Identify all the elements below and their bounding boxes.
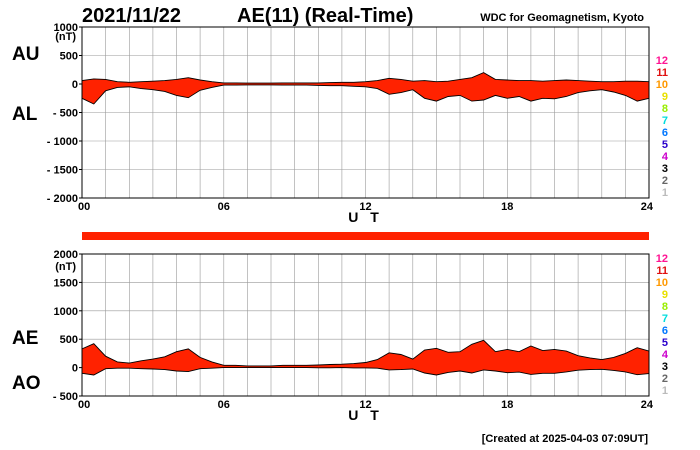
chart-source: WDC for Geomagnetism, Kyoto: [480, 12, 644, 24]
station-key-number: 3: [662, 163, 668, 175]
station-key-number: 6: [662, 127, 668, 139]
station-key-number: 4: [662, 151, 669, 163]
ae-ao-frame: [81, 253, 650, 397]
x-tick-label: 24: [641, 399, 654, 411]
y-tick-label: - 500: [53, 108, 78, 120]
x-tick-label: 12: [359, 399, 371, 411]
station-key-number: 11: [656, 265, 668, 277]
au-al-y-ticks: 1000 500 0 - 500 - 1000 - 1500 - 2000: [47, 22, 82, 205]
station-key-number: 9: [662, 289, 668, 301]
x-tick-label: 06: [218, 201, 230, 213]
au-al-unit: (nT): [55, 31, 76, 43]
al-line: [81, 84, 650, 105]
au-line: [81, 72, 650, 84]
station-key-number: 5: [662, 139, 668, 151]
chart-date: 2021/11/22: [82, 5, 181, 27]
ae-ao-x-label: U T: [348, 407, 383, 423]
au-al-x-label: U T: [348, 209, 383, 225]
x-tick-label: 12: [359, 201, 371, 213]
x-tick-label: 00: [78, 399, 90, 411]
x-tick-label: 18: [501, 201, 513, 213]
y-tick-label: - 2000: [47, 193, 78, 205]
station-key-number: 3: [662, 361, 668, 373]
au-al-x-ticks: 00 06 12 18 24: [78, 201, 654, 213]
y-tick-label: 500: [60, 334, 78, 346]
station-key-number: 10: [656, 79, 668, 91]
station-key-number: 1: [662, 187, 668, 199]
x-tick-label: 24: [641, 201, 654, 213]
ae-ao-x-ticks: 00 06 12 18 24: [78, 399, 654, 411]
x-tick-label: 00: [78, 201, 90, 213]
station-key-number: 7: [662, 115, 668, 127]
chart-title: AE(11) (Real-Time): [237, 5, 413, 27]
y-tick-label: 1000: [54, 306, 78, 318]
created-timestamp: [Created at 2025-04-03 07:09UT]: [482, 433, 649, 445]
station-key-number: 2: [662, 373, 668, 385]
station-key-number: 8: [662, 103, 668, 115]
station-key-number: 1: [662, 385, 668, 397]
station-key-number: 7: [662, 313, 668, 325]
station-key-number: 10: [656, 277, 668, 289]
station-key-number: 2: [662, 175, 668, 187]
x-tick-label: 06: [218, 399, 230, 411]
ae-ao-grid: [82, 254, 649, 396]
station-key-number: 6: [662, 325, 668, 337]
x-tick-label: 18: [501, 399, 513, 411]
station-key-number: 9: [662, 91, 668, 103]
au-al-grid: [82, 27, 649, 198]
y-tick-label: 500: [60, 51, 78, 63]
y-tick-label: - 500: [53, 391, 78, 403]
y-tick-label: 0: [72, 79, 78, 91]
y-tick-label: - 1000: [47, 136, 78, 148]
station-key-number: 11: [656, 67, 668, 79]
y-tick-label: 2000: [54, 249, 78, 261]
ae-ao-area: [82, 340, 649, 375]
station-key-number: 4: [662, 349, 669, 361]
station-key-number: 5: [662, 337, 668, 349]
au-al-area: [82, 72, 649, 104]
al-label: AL: [12, 104, 38, 125]
y-tick-label: 0: [72, 363, 78, 375]
ae-label: AE: [12, 328, 38, 349]
data-coverage-bar: [82, 232, 649, 240]
au-label: AU: [12, 44, 39, 65]
ae-ao-y-ticks: 2000 1500 1000 500 0 - 500: [53, 249, 82, 403]
y-tick-label: 1500: [54, 277, 78, 289]
ao-line: [81, 367, 650, 376]
ae-ao-unit: (nT): [55, 261, 76, 273]
station-key-number: 12: [656, 55, 668, 67]
y-tick-label: - 1500: [47, 165, 78, 177]
y-tick-label: 1000: [54, 22, 78, 34]
station-key-number: 8: [662, 301, 668, 313]
station-key-number: 12: [656, 253, 668, 265]
ao-label: AO: [12, 373, 41, 394]
ae-line: [81, 339, 650, 367]
